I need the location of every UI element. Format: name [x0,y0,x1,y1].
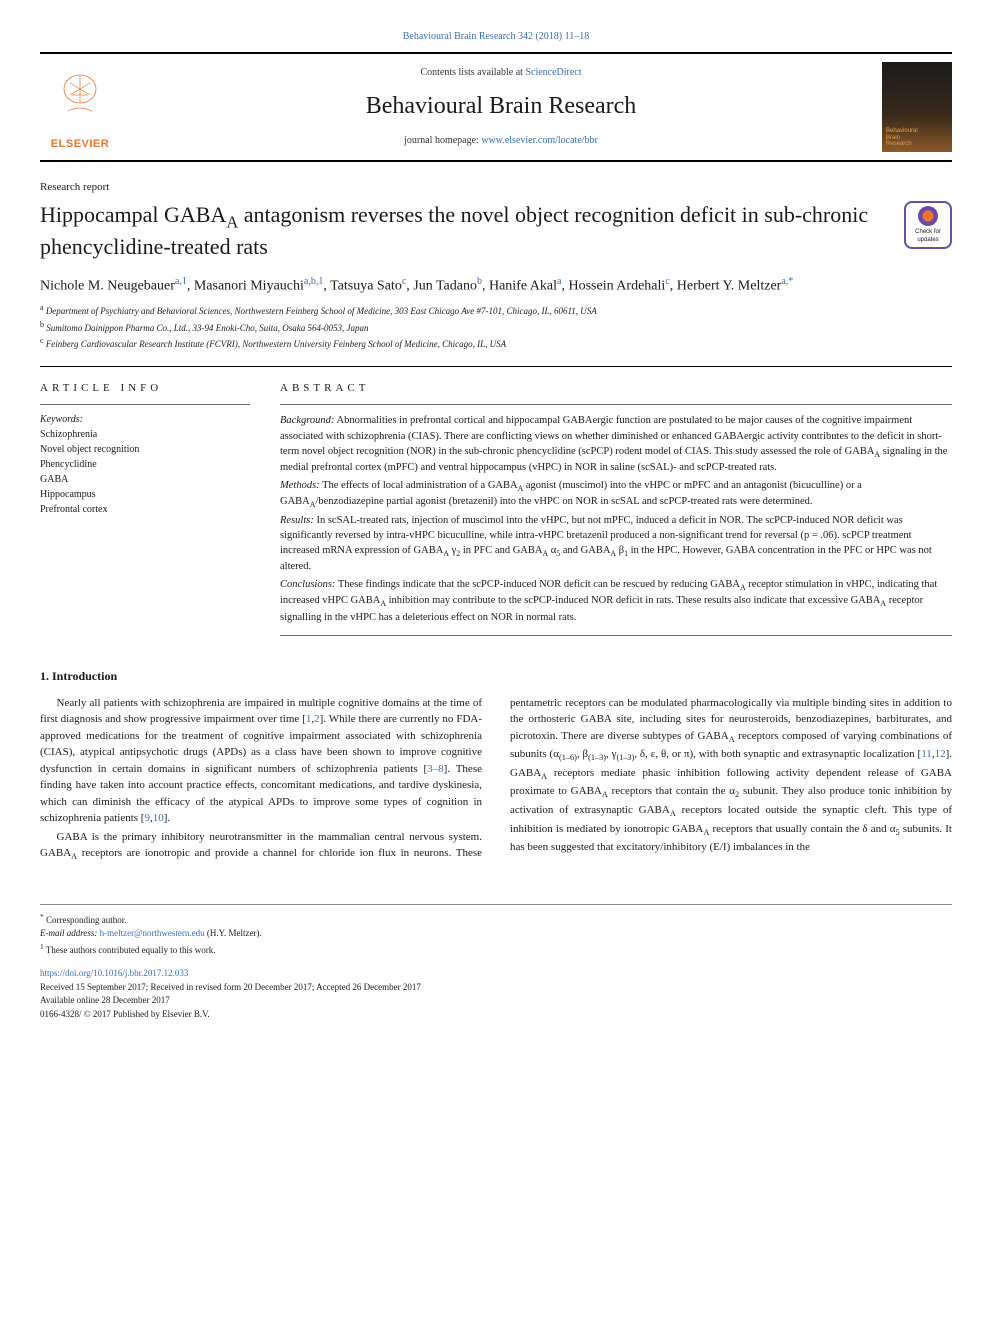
keywords-label: Keywords: [40,413,250,427]
sciencedirect-link[interactable]: ScienceDirect [525,67,581,78]
footer: * Corresponding author. E-mail address: … [40,904,952,1022]
article-title: Hippocampal GABAA antagonism reverses th… [40,201,904,261]
affiliations: a Department of Psychiatry and Behaviora… [40,302,952,352]
authors-list: Nichole M. Neugebauera,1, Masanori Miyau… [40,274,952,297]
article-type: Research report [40,180,952,195]
elsevier-label: ELSEVIER [51,137,109,152]
elsevier-logo: ELSEVIER [40,62,120,152]
homepage-link[interactable]: www.elsevier.com/locate/bbr [481,135,598,146]
keyword-item: Prefrontal cortex [40,502,250,517]
keyword-item: Novel object recognition [40,442,250,457]
abstract-head: ABSTRACT [280,381,952,396]
article-info-head: ARTICLE INFO [40,381,250,396]
journal-name: Behavioural Brain Research [120,90,882,124]
journal-citation: Behavioural Brain Research 342 (2018) 11… [40,30,952,44]
homepage-line: journal homepage: www.elsevier.com/locat… [120,134,882,148]
body-columns: Nearly all patients with schizophrenia a… [40,695,952,864]
section-heading-intro: 1. Introduction [40,668,952,685]
check-updates-badge[interactable]: Check for updates [904,201,952,249]
keyword-item: GABA [40,472,250,487]
journal-citation-link[interactable]: Behavioural Brain Research 342 (2018) 11… [403,31,590,42]
keyword-item: Hippocampus [40,487,250,502]
abstract-text: Background: Abnormalities in prefrontal … [280,413,952,625]
contents-line: Contents lists available at ScienceDirec… [120,66,882,80]
keyword-item: Schizophrenia [40,427,250,442]
doi-link[interactable]: https://doi.org/10.1016/j.bbr.2017.12.03… [40,968,188,978]
elsevier-tree-icon [58,71,102,137]
keyword-item: Phencyclidine [40,457,250,472]
corresponding-email-link[interactable]: h-meltzer@northwestern.edu [100,928,205,938]
journal-cover-thumb: Behavioural Brain Research [882,62,952,152]
journal-header: ELSEVIER Contents lists available at Sci… [40,52,952,162]
keywords-list: SchizophreniaNovel object recognitionPhe… [40,427,250,517]
crossmark-icon [918,206,938,226]
